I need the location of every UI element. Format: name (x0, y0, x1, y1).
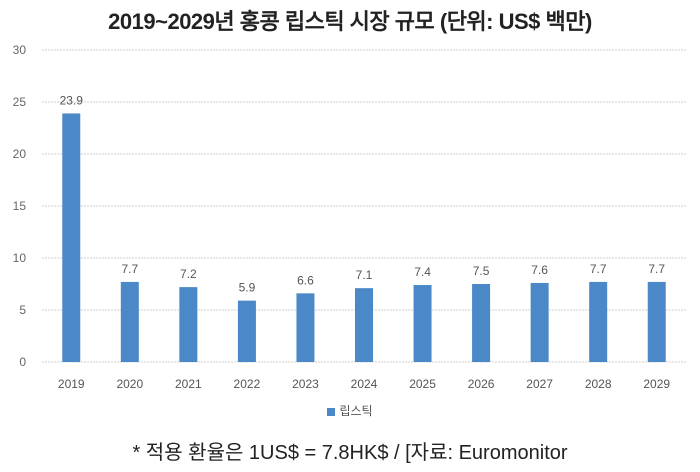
bar (472, 284, 491, 362)
data-label: 5.9 (239, 281, 256, 295)
bar (237, 300, 256, 362)
x-tick-label: 2021 (175, 377, 202, 391)
bar (647, 281, 666, 362)
bar (413, 285, 432, 362)
bar (296, 293, 315, 362)
bar (62, 113, 81, 362)
bar (355, 288, 373, 362)
bar (589, 281, 608, 362)
data-label: 7.7 (590, 262, 607, 276)
x-tick-label: 2028 (585, 377, 612, 391)
chart-title: 2019~2029년 홍콩 립스틱 시장 규모 (단위: US$ 백만) (108, 9, 592, 34)
x-tick-label: 2024 (351, 377, 378, 391)
data-label: 7.1 (356, 268, 373, 282)
bar (179, 287, 198, 362)
footnote: * 적용 환율은 1US$ = 7.8HK$ / [자료: Euromonito… (132, 442, 568, 464)
y-tick-label: 25 (13, 95, 27, 109)
y-tick-label: 20 (13, 147, 27, 161)
data-label: 6.6 (297, 273, 314, 287)
data-label: 23.9 (60, 93, 84, 107)
x-tick-label: 2022 (234, 377, 261, 391)
bar (120, 281, 139, 362)
x-tick-label: 2023 (292, 377, 319, 391)
data-label: 7.7 (121, 262, 138, 276)
x-tick-label: 2019 (58, 377, 85, 391)
x-tick-label: 2027 (526, 377, 553, 391)
bar-chart: 05101520253023.920197.720207.220215.9202… (13, 43, 686, 391)
data-label: 7.7 (648, 262, 665, 276)
legend-label: 립스틱 (339, 404, 373, 418)
y-tick-label: 10 (13, 251, 27, 265)
x-tick-label: 2026 (468, 377, 495, 391)
data-label: 7.2 (180, 267, 197, 281)
legend: 립스틱 (0, 402, 700, 419)
y-tick-label: 15 (13, 199, 27, 213)
data-label: 7.5 (473, 264, 490, 278)
bar (530, 282, 549, 362)
data-label: 7.4 (414, 265, 431, 279)
y-tick-label: 30 (13, 43, 27, 57)
x-tick-label: 2029 (643, 377, 670, 391)
legend-swatch (327, 407, 336, 416)
x-tick-label: 2025 (409, 377, 436, 391)
y-tick-label: 0 (19, 355, 26, 369)
data-label: 7.6 (531, 263, 548, 277)
y-tick-label: 5 (19, 303, 26, 317)
x-tick-label: 2020 (116, 377, 143, 391)
